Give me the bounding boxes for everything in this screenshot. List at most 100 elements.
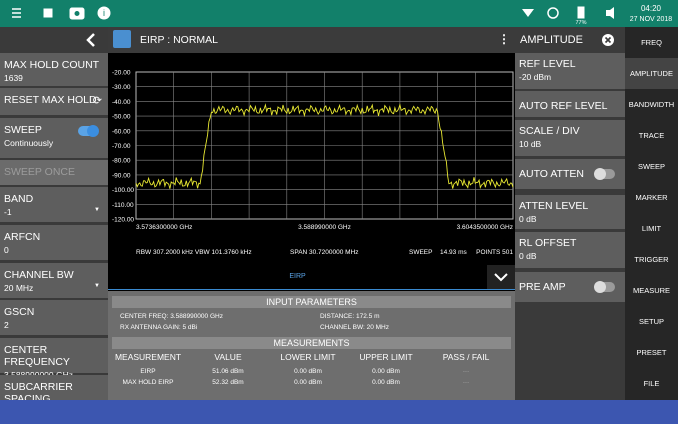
item-title: RL OFFSET [519, 237, 577, 249]
tab[interactable]: SETUP [638, 317, 664, 326]
menu-item[interactable]: RESET MAX HOLD ⟳ [0, 88, 108, 115]
parameter: CENTER FREQ: 3.588990000 GHz [120, 313, 223, 320]
menu-item[interactable]: SWEEP ONCE [0, 160, 108, 185]
item-title: RESET MAX HOLD [4, 94, 97, 106]
tab[interactable]: BANDWIDTH [628, 100, 675, 109]
menu-item[interactable]: CHANNEL BW 20 MHz ▼ [0, 263, 108, 298]
toggle[interactable] [78, 125, 99, 137]
menu-item[interactable]: AUTO REF LEVEL [515, 91, 625, 117]
y-tick-label: -80.00 [112, 158, 131, 165]
menu-item[interactable]: SCALE / DIV 10 dB [515, 120, 625, 156]
menu-item[interactable]: BAND -1 ▼ [0, 187, 108, 222]
item-title: SWEEP [4, 124, 42, 136]
bandwidth-info: RBW 307.2000 kHz VBW 101.3760 kHz [136, 249, 252, 256]
span-info: SPAN 30.7200000 MHz [290, 249, 359, 256]
cell: 0.00 dBm [294, 368, 322, 375]
tab-column: FREQ AMPLITUDE BANDWIDTH TRACE SWEEP MARKER LI… [625, 27, 678, 400]
y-tick-label: -50.00 [112, 114, 131, 121]
tab[interactable]: TRACE [638, 131, 665, 140]
column-header: UPPER LIMIT [359, 352, 413, 362]
item-value: 0 [4, 245, 9, 255]
cell: 0.00 dBm [372, 368, 400, 375]
menu-item[interactable]: SUBCARRIER SPACING [0, 375, 108, 400]
item-title: SUBCARRIER SPACING [4, 381, 73, 400]
x-tick-label: 3.588990000 GHz [298, 224, 351, 231]
item-value: 1639 [4, 73, 23, 83]
results-table: INPUT PARAMETERS CENTER FREQ: 3.588990000… [108, 291, 515, 400]
menu-dots[interactable]: ⋮ [498, 32, 510, 46]
item-title: AUTO ATTEN [519, 168, 584, 180]
y-tick-label: -110.00 [112, 202, 134, 209]
tab[interactable]: TRIGGER [634, 255, 669, 264]
menu-item[interactable]: CENTER FREQUENCY3.588990000 GHz [0, 338, 108, 380]
back-button[interactable] [0, 27, 108, 53]
status-icons: i 77% 04:20 27 NOV 2018 [12, 4, 672, 26]
y-tick-label: -90.00 [112, 172, 131, 179]
item-title: ATTEN LEVEL [519, 200, 589, 212]
menu-item[interactable]: AUTO ATTEN [515, 159, 625, 189]
plot-header: EIRP : NORMAL ⋮ [108, 27, 515, 53]
menu-item[interactable]: PRE AMP [515, 272, 625, 302]
y-tick-label: -20.00 [112, 70, 131, 77]
y-tick-label: -30.00 [112, 84, 131, 91]
item-value: Continuously [4, 138, 54, 148]
item-title: PRE AMP [519, 281, 566, 293]
tab[interactable]: MARKER [635, 193, 668, 202]
item-title: ARFCN [4, 231, 41, 243]
cell: --- [462, 379, 470, 386]
tab[interactable]: FILE [643, 379, 660, 388]
item-title: BAND [4, 193, 34, 205]
menu-item[interactable]: ATTEN LEVEL 0 dB [515, 195, 625, 229]
column-header: PASS / FAIL [442, 352, 490, 362]
menu-item[interactable]: GSCN 2 [0, 300, 108, 335]
status-bar: i 77% 04:20 27 NOV 2018 [0, 0, 678, 27]
tab[interactable]: PRESET [636, 348, 667, 357]
menu-item[interactable]: RL OFFSET 0 dB [515, 232, 625, 268]
tab[interactable]: LIMIT [641, 224, 662, 233]
right-panel: AMPLITUDE REF LEVEL -20 dBm AUTO REF LEVEL… [515, 27, 625, 400]
refresh-icon[interactable]: ⟳ [92, 95, 102, 107]
right-header: AMPLITUDE [515, 27, 625, 53]
item-value: 0 dB [519, 251, 537, 261]
x-tick-label: 3.5736300000 GHz [136, 224, 192, 231]
menu-item[interactable]: MAX HOLD COUNT 1639 [0, 53, 108, 86]
menu-item[interactable]: SWEEP Continuously [0, 118, 108, 158]
view-tab[interactable]: EIRP [289, 273, 306, 280]
item-title: CHANNEL BW [4, 269, 74, 281]
toggle[interactable] [594, 281, 615, 293]
cell: 0.00 dBm [294, 379, 322, 386]
item-value: -20 dBm [519, 72, 552, 82]
parameter: CHANNEL BW: 20 MHz [320, 324, 389, 331]
tab[interactable]: FREQ [641, 38, 662, 47]
sweep-time: 14.93 ms [440, 249, 467, 256]
item-value: 0 dB [519, 214, 537, 224]
cell: EIRP [140, 368, 156, 375]
parameter: RX ANTENNA GAIN: 5 dBi [120, 324, 198, 331]
toggle[interactable] [594, 168, 615, 180]
plot-panel: EIRP : NORMAL ⋮ -20.00 -30.00 -40.00 -50.00… [108, 27, 515, 400]
item-title: REF LEVEL [519, 58, 576, 70]
close-button[interactable] [601, 33, 615, 47]
plot-title: EIRP : NORMAL [140, 34, 218, 46]
bottom-bar [0, 400, 678, 424]
sweep-label: SWEEP [409, 249, 432, 256]
section-header: INPUT PARAMETERS [112, 296, 511, 308]
collapse-button[interactable] [487, 265, 515, 289]
tab[interactable]: MEASURE [632, 286, 671, 295]
spectrum-trace [135, 103, 514, 189]
y-tick-label: -120.00 [112, 217, 134, 224]
column-header: VALUE [214, 352, 242, 362]
menu-item[interactable]: ARFCN 0 [0, 225, 108, 260]
tab[interactable]: AMPLITUDE [625, 58, 678, 89]
cell: MAX HOLD EIRP [122, 379, 174, 386]
cell: --- [462, 368, 470, 375]
cell: 51.06 dBm [212, 368, 244, 375]
x-tick-label: 3.6043500000 GHz [457, 224, 513, 231]
clock-time: 04:20 [641, 4, 662, 13]
menu-item[interactable]: REF LEVEL -20 dBm [515, 53, 625, 89]
item-value: 20 MHz [4, 283, 34, 293]
item-value: 10 dB [519, 139, 542, 149]
item-title: SWEEP ONCE [4, 166, 75, 178]
tab[interactable]: SWEEP [637, 162, 666, 171]
points-info: POINTS 501 [476, 249, 513, 256]
